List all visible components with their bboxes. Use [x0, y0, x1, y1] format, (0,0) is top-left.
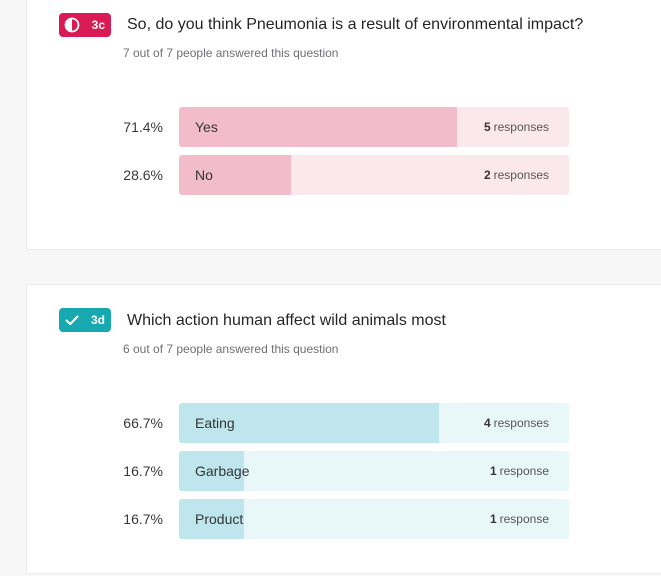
question-badge-3d: 3d — [59, 308, 111, 332]
answer-percentage: 28.6% — [123, 167, 163, 183]
question-title: So, do you think Pneumonia is a result o… — [127, 16, 584, 33]
answer-row-product: 16.7% Product 1 response — [27, 499, 587, 539]
answer-bar-track: Eating 4 responses — [179, 403, 569, 443]
half-circle-icon — [64, 17, 80, 33]
response-unit: response — [499, 464, 549, 478]
response-unit: response — [499, 512, 549, 526]
response-unit: responses — [493, 416, 549, 430]
answer-label: No — [195, 167, 213, 183]
response-count: 1 response — [490, 499, 549, 539]
answer-bar-fill — [179, 451, 245, 491]
response-number: 2 — [483, 168, 491, 182]
response-count: 4 responses — [484, 403, 549, 443]
answer-percentage: 71.4% — [123, 119, 163, 135]
answer-row-eating: 66.7% Eating 4 responses — [27, 403, 587, 443]
answer-bar-track: Garbage 1 response — [179, 451, 569, 491]
response-number: 1 — [489, 512, 497, 526]
answer-label: Garbage — [195, 463, 250, 479]
response-number: 5 — [483, 120, 491, 134]
answer-bar-fill — [179, 155, 291, 195]
question-card-3d: 3d Which action human affect wild animal… — [26, 284, 661, 574]
response-unit: responses — [493, 120, 549, 134]
answer-percentage: 66.7% — [123, 415, 163, 431]
answer-label: Product — [195, 511, 244, 527]
answer-bar-track: Yes 5 responses — [179, 107, 569, 147]
question-card-3c: 3c So, do you think Pneumonia is a resul… — [26, 0, 661, 250]
question-number: 3d — [90, 313, 105, 327]
question-number: 3c — [91, 18, 105, 32]
response-count: 5 responses — [484, 107, 549, 147]
answer-percentage: 16.7% — [123, 511, 163, 527]
answer-row-no: 28.6% No 2 responses — [27, 155, 587, 195]
answer-row-yes: 71.4% Yes 5 responses — [27, 107, 587, 147]
answer-label: Yes — [195, 119, 218, 135]
question-subtitle: 7 out of 7 people answered this question — [123, 46, 339, 60]
answer-label: Eating — [195, 415, 235, 431]
answer-bar-track: Product 1 response — [179, 499, 569, 539]
answer-percentage: 16.7% — [123, 463, 163, 479]
response-unit: responses — [493, 168, 549, 182]
answer-bar-fill — [179, 107, 458, 147]
response-count: 2 responses — [484, 155, 549, 195]
response-number: 1 — [489, 464, 497, 478]
question-badge-3c: 3c — [59, 13, 111, 37]
answer-bar-fill — [179, 403, 440, 443]
answer-bar-track: No 2 responses — [179, 155, 569, 195]
response-number: 4 — [483, 416, 491, 430]
response-count: 1 response — [490, 451, 549, 491]
answer-row-garbage: 16.7% Garbage 1 response — [27, 451, 587, 491]
question-title: Which action human affect wild animals m… — [127, 312, 446, 329]
answer-bar-fill — [179, 499, 245, 539]
question-subtitle: 6 out of 7 people answered this question — [123, 342, 339, 356]
check-icon — [64, 312, 80, 328]
